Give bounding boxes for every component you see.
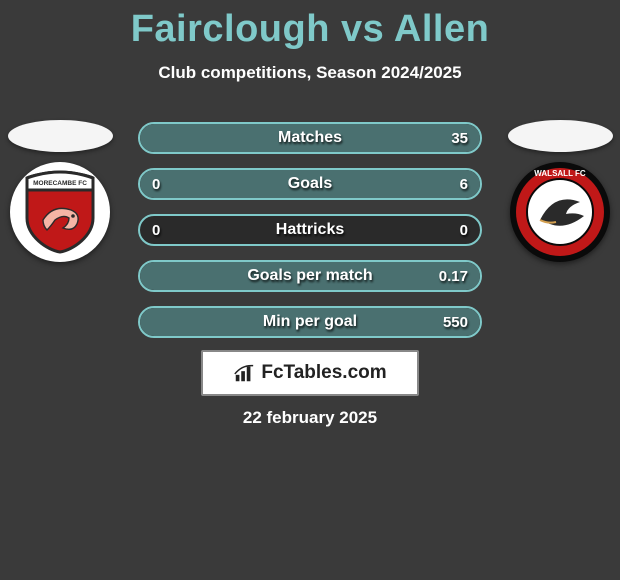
bar-chart-icon — [233, 362, 255, 384]
player-portrait-right — [508, 120, 613, 152]
comparison-date: 22 february 2025 — [0, 408, 620, 428]
club-badge-walsall: WALSALL FC — [510, 162, 610, 262]
player-portrait-left — [8, 120, 113, 152]
morecambe-shield-icon: MORECAMBE FC — [23, 170, 97, 254]
stat-value-right: 0.17 — [439, 268, 468, 285]
comparison-title: Fairclough vs Allen — [0, 0, 620, 51]
stat-row-goals: 0 Goals 6 — [138, 168, 482, 200]
right-team-area: WALSALL FC — [500, 120, 620, 262]
stat-row-matches: Matches 35 — [138, 122, 482, 154]
stat-value-right: 0 — [460, 222, 468, 239]
logo-text: FcTables.com — [261, 362, 386, 384]
club-badge-morecambe: MORECAMBE FC — [10, 162, 110, 262]
stat-value-left: 0 — [152, 176, 160, 193]
stat-row-min-per-goal: Min per goal 550 — [138, 306, 482, 338]
stat-label: Matches — [278, 129, 342, 147]
stat-row-hattricks: 0 Hattricks 0 — [138, 214, 482, 246]
stats-container: Matches 35 0 Goals 6 0 Hattricks 0 Goals… — [138, 122, 482, 352]
stat-value-right: 550 — [443, 314, 468, 331]
stat-value-right: 35 — [451, 130, 468, 147]
stat-label: Goals per match — [247, 267, 372, 285]
stat-label: Hattricks — [276, 221, 344, 239]
stat-value-left: 0 — [152, 222, 160, 239]
svg-text:MORECAMBE FC: MORECAMBE FC — [33, 180, 87, 187]
svg-text:WALSALL FC: WALSALL FC — [534, 169, 586, 178]
walsall-badge-icon: WALSALL FC — [510, 162, 610, 262]
comparison-subtitle: Club competitions, Season 2024/2025 — [0, 63, 620, 83]
stat-label: Min per goal — [263, 313, 357, 331]
left-team-area: MORECAMBE FC — [0, 120, 120, 262]
fctables-logo: FcTables.com — [201, 350, 419, 396]
stat-row-goals-per-match: Goals per match 0.17 — [138, 260, 482, 292]
stat-value-right: 6 — [460, 176, 468, 193]
stat-label: Goals — [288, 175, 332, 193]
